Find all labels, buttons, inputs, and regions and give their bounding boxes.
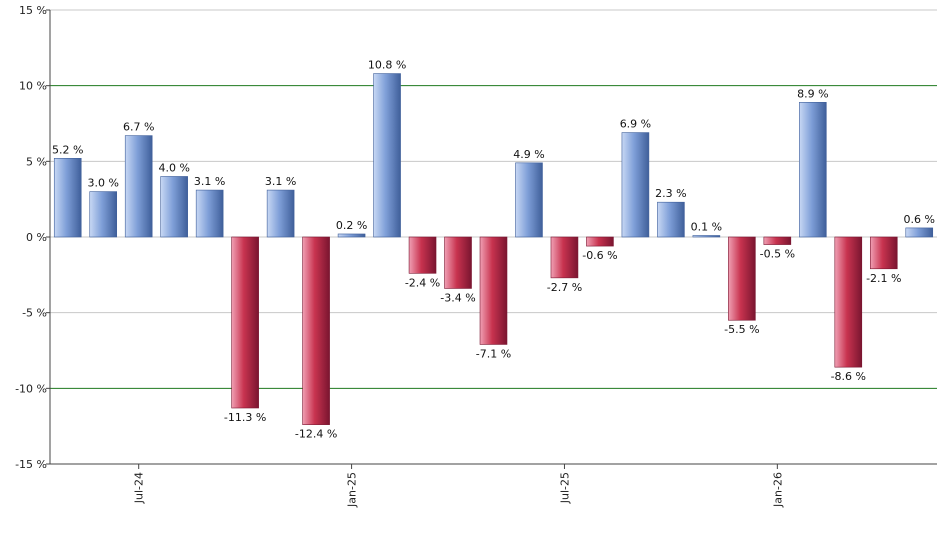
data-label: -0.5 % (760, 248, 795, 261)
bar-may-26 (869, 236, 898, 270)
y-tick-label: -15 % (15, 458, 47, 471)
bar-sep-24 (160, 176, 188, 238)
data-labels: 5.2 % 3.0 % 6.7 % 4.0 % 3.1 % -11.3 % 3.1 % -12… (52, 59, 935, 441)
bar-nov-25 (657, 201, 685, 238)
bar-aug-24 (124, 135, 153, 238)
data-label: 0.6 % (904, 213, 935, 226)
bar-jul-24 (89, 191, 118, 238)
bar-apr-25 (408, 236, 437, 274)
data-label: 6.9 % (620, 118, 651, 131)
data-label: 10.8 % (368, 59, 406, 72)
bar-may-25 (444, 236, 472, 289)
data-label: -3.4 % (440, 291, 475, 304)
data-label: -0.6 % (582, 249, 617, 262)
y-tick-label: 5 % (26, 155, 47, 168)
bar-jun-26 (905, 227, 934, 238)
bar-sep-25 (586, 236, 614, 247)
bar-jun-25 (479, 236, 508, 345)
x-tick-label: Jul-24 (133, 472, 146, 504)
data-label: -7.1 % (476, 347, 511, 360)
y-tick-label: 0 % (26, 231, 47, 244)
y-tick-label: 15 % (19, 4, 47, 17)
axes: 15 % 10 % 5 % 0 % -5 % -10 % -15 % Jul-24 Jan-25… (15, 4, 937, 508)
data-label: 3.1 % (265, 175, 296, 188)
data-label: 8.9 % (797, 87, 828, 100)
data-label: -8.6 % (831, 370, 866, 383)
bar-dec-25 (692, 235, 721, 238)
x-tick-label: Jan-26 (771, 472, 784, 508)
data-label: 4.0 % (158, 161, 189, 174)
data-label: -11.3 % (224, 411, 266, 424)
bar-jun-24 (53, 158, 82, 238)
bars (53, 73, 934, 425)
bar-oct-25 (621, 132, 650, 238)
data-label: -2.1 % (866, 272, 901, 285)
bar-oct-24 (195, 189, 224, 238)
x-tick-label: Jan-25 (346, 472, 359, 508)
bar-dec-24 (266, 189, 295, 238)
data-label: 4.9 % (513, 148, 544, 161)
data-label: -2.4 % (405, 276, 440, 289)
bar-feb-26 (763, 236, 792, 245)
data-label: 6.7 % (123, 121, 154, 134)
data-label: 2.3 % (655, 187, 686, 200)
bar-jul-25 (515, 162, 543, 238)
bar-nov-24 (231, 236, 259, 409)
data-label: -5.5 % (724, 323, 759, 336)
bar-mar-25 (373, 73, 401, 238)
data-label: 3.1 % (194, 175, 225, 188)
y-tick-label: -5 % (22, 307, 47, 320)
data-label: 0.1 % (691, 220, 722, 233)
data-label: 5.2 % (52, 143, 83, 156)
data-label: 3.0 % (87, 177, 118, 190)
y-tick-label: -10 % (15, 382, 47, 395)
data-label: 0.2 % (336, 219, 367, 232)
bar-mar-26 (799, 102, 827, 238)
data-label: -2.7 % (547, 281, 582, 294)
data-label: -12.4 % (295, 428, 337, 441)
bar-feb-25 (337, 233, 366, 238)
bar-apr-26 (834, 236, 863, 368)
x-tick-label: Jul-25 (558, 472, 571, 504)
y-tick-label: 10 % (19, 80, 47, 93)
bar-aug-25 (550, 236, 579, 279)
bar-jan-26 (728, 236, 756, 321)
bar-jan-25 (302, 236, 330, 425)
